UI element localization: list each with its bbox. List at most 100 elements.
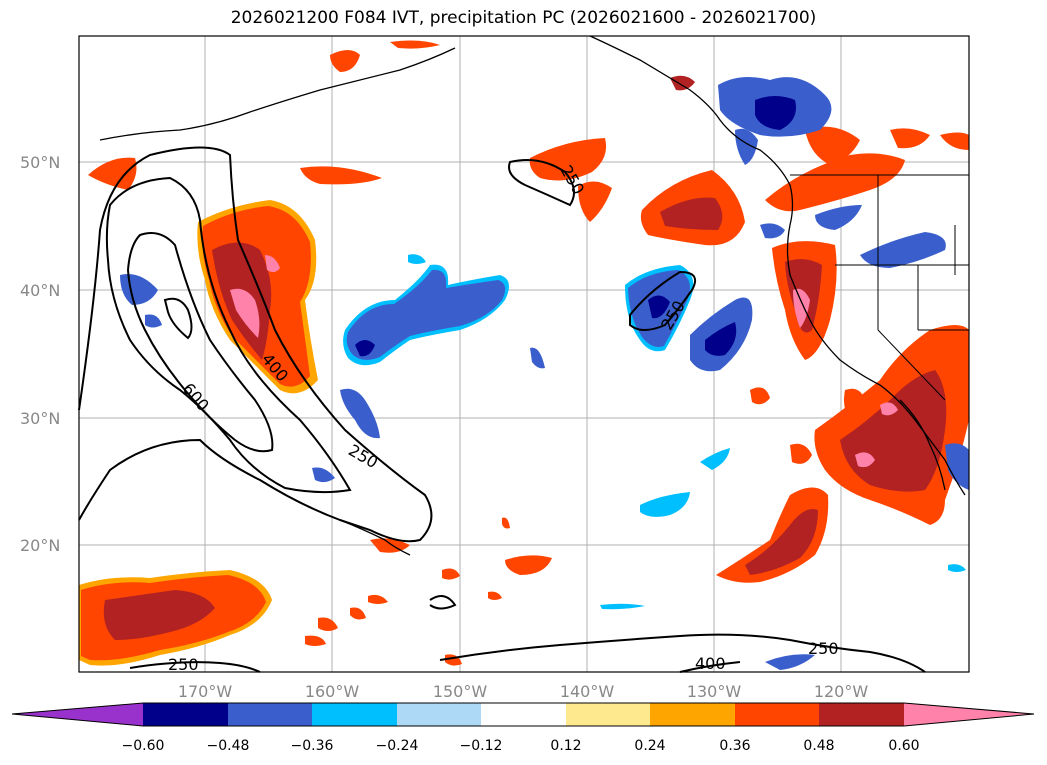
ivt-contour-closed: [163, 297, 193, 340]
precip-region: [340, 388, 380, 439]
lat-label-50n: 50°N: [20, 153, 60, 172]
precip-region: [103, 590, 215, 640]
precip-negative-regions: [120, 76, 969, 670]
precip-region: [648, 295, 670, 319]
lon-label-120w: 120°W: [814, 682, 869, 701]
lat-label-20n: 20°N: [20, 536, 60, 555]
precip-region: [716, 487, 829, 583]
precip-region: [755, 96, 796, 130]
colorbar-extend-high: [904, 703, 1034, 726]
ivt-contour-400: [105, 176, 352, 494]
colorbar-bin: [312, 703, 397, 726]
precip-region: [948, 564, 966, 572]
precip-region: [368, 594, 388, 604]
baja-coast: [899, 399, 946, 491]
precip-region: [844, 388, 865, 419]
precip-region: [890, 128, 930, 149]
map-frame: [78, 35, 970, 673]
colorbar: −0.60 −0.48 −0.36 −0.24 −0.12 0.12 0.24 …: [11, 702, 1035, 754]
precip-region: [670, 75, 695, 91]
lon-label-150w: 150°W: [433, 682, 488, 701]
precip-region: [940, 132, 969, 150]
precip-region: [265, 255, 280, 273]
colorbar-bin: [735, 703, 819, 726]
contour-label-250: 250: [168, 655, 199, 674]
colorbar-tick-label: 0.36: [719, 738, 750, 754]
precip-region: [88, 157, 137, 190]
precip-region: [408, 254, 426, 264]
lon-label-160w: 160°W: [305, 682, 360, 701]
colorbar-tick-label: 0.60: [888, 738, 919, 754]
precip-region: [760, 223, 785, 239]
precip-region: [390, 40, 440, 49]
contour-label-250: 250: [808, 639, 839, 658]
lat-label-40n: 40°N: [20, 281, 60, 300]
precip-region: [765, 654, 815, 670]
colorbar-bin: [566, 703, 650, 726]
ivt-contour-closed-b: [429, 595, 457, 610]
north-america-coast: [589, 35, 966, 496]
precip-region: [705, 322, 737, 356]
precip-region: [530, 347, 545, 369]
ivt-contour-600: [126, 232, 274, 453]
aleutian-chain: [99, 47, 456, 141]
colorbar-outline: [11, 702, 1035, 727]
precip-region: [355, 340, 375, 357]
hawaii-islands: [339, 519, 411, 556]
precip-region: [305, 635, 326, 646]
colorbar-bin: [228, 703, 312, 726]
precip-region: [860, 232, 946, 268]
precip-region: [330, 50, 360, 72]
ivt-contours: [78, 146, 926, 673]
precip-region: [505, 555, 552, 575]
state-border: [877, 329, 946, 401]
precip-region: [815, 205, 862, 230]
lon-label-130w: 130°W: [687, 682, 742, 701]
colorbar-tick-label: 0.12: [550, 738, 581, 754]
precip-region: [230, 288, 260, 338]
precip-region: [300, 166, 382, 185]
precip-region: [793, 288, 810, 328]
colorbar-tick-label: 0.48: [803, 738, 834, 754]
precip-region: [735, 128, 758, 165]
colorbar-extend-low: [12, 703, 143, 726]
colorbar-tick-label: −0.36: [291, 738, 334, 754]
lat-label-30n: 30°N: [20, 409, 60, 428]
precip-region: [700, 448, 730, 470]
precip-region: [442, 568, 460, 580]
colorbar-bin: [143, 703, 228, 726]
precip-region: [312, 467, 335, 483]
ivt-contour-250-d: [129, 661, 261, 673]
precip-region: [346, 269, 506, 360]
precip-region: [745, 509, 818, 575]
ivt-contour-400-b: [679, 661, 741, 673]
precip-region: [805, 126, 860, 165]
precip-region: [145, 314, 162, 328]
precip-region: [765, 153, 905, 212]
precip-region: [880, 402, 898, 416]
colorbar-bin: [819, 703, 904, 726]
lon-label-170w: 170°W: [178, 682, 233, 701]
lon-label-140w: 140°W: [560, 682, 615, 701]
longitude-labels: 170°W 160°W 150°W 140°W 130°W 120°W: [178, 682, 869, 701]
precip-region: [855, 452, 875, 468]
ivt-contour-250-e: [439, 633, 926, 673]
contour-label-400: 400: [695, 654, 726, 673]
precip-region: [370, 538, 410, 553]
precip-region: [600, 603, 645, 610]
colorbar-tick-label: −0.12: [460, 738, 503, 754]
ivt-contour-250-c: [629, 270, 696, 331]
precip-region: [350, 607, 366, 620]
coastlines: [99, 35, 966, 556]
precip-positive-regions: [79, 40, 969, 666]
colorbar-tick-label: 0.24: [634, 738, 665, 754]
precip-region: [578, 181, 612, 222]
precip-region: [750, 387, 770, 405]
precip-region: [945, 443, 969, 490]
precip-region: [660, 197, 723, 230]
precip-region: [488, 591, 502, 600]
chart-title: 2026021200 F084 IVT, precipitation PC (2…: [230, 8, 817, 28]
precip-region: [502, 517, 510, 529]
colorbar-bin: [650, 703, 735, 726]
precip-region: [640, 492, 690, 517]
